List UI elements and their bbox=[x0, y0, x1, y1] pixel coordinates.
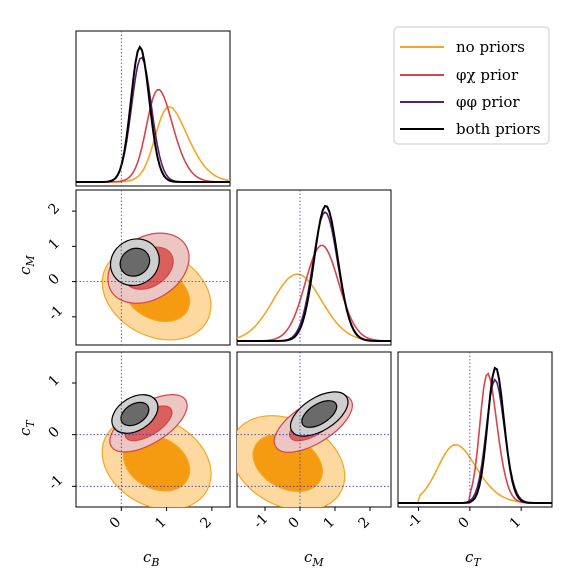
panel-grid bbox=[75, 30, 553, 508]
hist-cM-both-priors bbox=[237, 204, 391, 342]
xtick-label-cB-1: 1 bbox=[152, 514, 170, 532]
legend-label-both-priors: both priors bbox=[456, 120, 541, 138]
xtick-label-cT-2: 1 bbox=[507, 514, 525, 532]
ytick-label-cM-0: -1 bbox=[46, 303, 67, 324]
panel-cB-hist bbox=[75, 30, 231, 187]
hist-cT-both-priors bbox=[398, 366, 552, 504]
xtick-label-cM-0: -1 bbox=[251, 511, 272, 532]
contours-cB-cM bbox=[101, 232, 212, 341]
xtick-label-cM-2: 1 bbox=[321, 514, 339, 532]
hist-cT-φφ-prior bbox=[398, 378, 552, 504]
xtick-label-cB-2: 2 bbox=[197, 514, 215, 532]
panel-cM-hist bbox=[236, 189, 392, 346]
contour68-both-priors bbox=[301, 400, 338, 428]
panel-cB-cM bbox=[75, 189, 231, 346]
contours-cM-cT bbox=[237, 391, 353, 507]
ytick-label-cT-0: -1 bbox=[46, 472, 67, 493]
legend-box bbox=[393, 26, 550, 145]
contour95-both-priors bbox=[111, 394, 159, 434]
ytick-label-cT-1: 0 bbox=[46, 424, 64, 442]
hist-cT-φχ-prior bbox=[398, 372, 552, 504]
contour68-both-priors bbox=[119, 247, 151, 277]
ytick-label-cM-1: 0 bbox=[46, 271, 64, 289]
xtick-label-cM-3: 2 bbox=[356, 514, 374, 532]
hist-cB-both-priors bbox=[76, 45, 230, 183]
chart-marks bbox=[76, 31, 552, 507]
ytick-label-cT-2: 1 bbox=[46, 372, 64, 390]
ylabel-cM: cM bbox=[16, 255, 37, 275]
panel-cT-hist bbox=[397, 351, 553, 508]
xlabel-cB: cB bbox=[143, 548, 160, 569]
contour68-both-priors bbox=[120, 401, 150, 427]
ytick-label-cM-2: 1 bbox=[46, 236, 64, 254]
legend-label-no-priors: no priors bbox=[456, 38, 525, 56]
legend-label-phichi-prior: φχ prior bbox=[456, 66, 519, 84]
xtick-label-cT-1: 0 bbox=[455, 514, 473, 532]
ylabel-cT: cT bbox=[16, 419, 37, 436]
ytick-label-cM-3: 2 bbox=[46, 200, 64, 218]
hist-cM-no-priors bbox=[236, 273, 391, 342]
legend: no priors φχ prior φφ prior both priors bbox=[393, 26, 550, 145]
xtick-label-cB-0: 0 bbox=[107, 514, 125, 532]
xtick-label-cT-0: -1 bbox=[404, 511, 425, 532]
contour95-both-priors bbox=[289, 391, 349, 437]
region68-both-priors bbox=[120, 402, 149, 426]
xlabel-cM: cM bbox=[304, 548, 324, 569]
legend-label-phiphi-prior: φφ prior bbox=[456, 93, 520, 111]
region68-both-priors bbox=[301, 400, 337, 428]
contours-cB-cT bbox=[101, 394, 212, 507]
region68-both-priors bbox=[120, 248, 150, 277]
hist-cB-φφ-prior bbox=[76, 56, 230, 183]
xlabel-cT: cT bbox=[465, 548, 482, 569]
xtick-label-cM-1: 0 bbox=[286, 514, 304, 532]
